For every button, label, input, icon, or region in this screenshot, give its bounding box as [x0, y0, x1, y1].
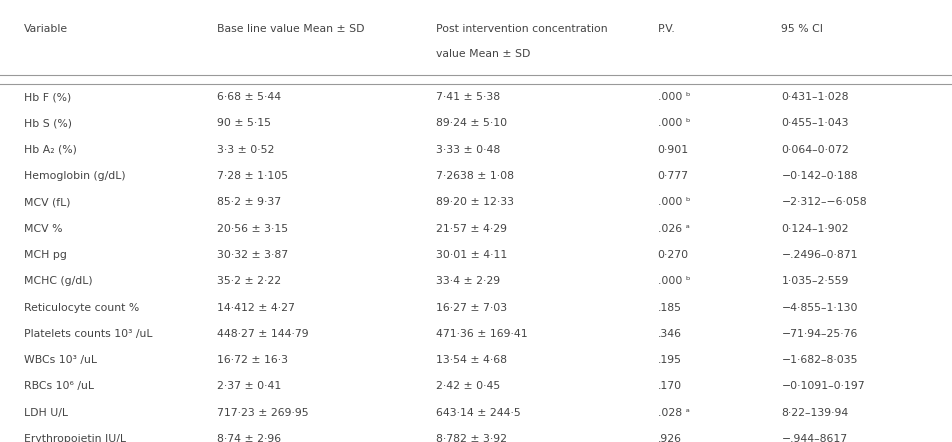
Text: .170: .170 [657, 381, 681, 392]
Text: 16·72 ± 16·3: 16·72 ± 16·3 [217, 355, 288, 365]
Text: −0·142–0·188: −0·142–0·188 [781, 171, 857, 181]
Text: 33·4 ± 2·29: 33·4 ± 2·29 [436, 276, 500, 286]
Text: Hb S (%): Hb S (%) [24, 118, 71, 129]
Text: −1·682–8·035: −1·682–8·035 [781, 355, 857, 365]
Text: Reticulocyte count %: Reticulocyte count % [24, 302, 139, 312]
Text: .000 ᵇ: .000 ᵇ [657, 276, 689, 286]
Text: WBCs 10³ /uL: WBCs 10³ /uL [24, 355, 97, 365]
Text: .028 ᵃ: .028 ᵃ [657, 408, 688, 418]
Text: 3·33 ± 0·48: 3·33 ± 0·48 [436, 145, 500, 155]
Text: 35·2 ± 2·22: 35·2 ± 2·22 [217, 276, 281, 286]
Text: 448·27 ± 144·79: 448·27 ± 144·79 [217, 329, 308, 339]
Text: 3·3 ± 0·52: 3·3 ± 0·52 [217, 145, 274, 155]
Text: 0·124–1·902: 0·124–1·902 [781, 224, 848, 234]
Text: −2·312–−6·058: −2·312–−6·058 [781, 197, 866, 207]
Text: 717·23 ± 269·95: 717·23 ± 269·95 [217, 408, 308, 418]
Text: Post intervention concentration: Post intervention concentration [436, 24, 607, 34]
Text: 0·270: 0·270 [657, 250, 688, 260]
Text: 8·782 ± 3·92: 8·782 ± 3·92 [436, 434, 507, 442]
Text: 89·24 ± 5·10: 89·24 ± 5·10 [436, 118, 507, 129]
Text: .346: .346 [657, 329, 681, 339]
Text: 8·74 ± 2·96: 8·74 ± 2·96 [217, 434, 281, 442]
Text: 89·20 ± 12·33: 89·20 ± 12·33 [436, 197, 514, 207]
Text: .000 ᵇ: .000 ᵇ [657, 118, 689, 129]
Text: Erythropoietin IU/L: Erythropoietin IU/L [24, 434, 126, 442]
Text: −71·94–25·76: −71·94–25·76 [781, 329, 857, 339]
Text: Hemoglobin (g/dL): Hemoglobin (g/dL) [24, 171, 126, 181]
Text: P.V.: P.V. [657, 24, 675, 34]
Text: 0·777: 0·777 [657, 171, 688, 181]
Text: value Mean ± SD: value Mean ± SD [436, 49, 530, 59]
Text: 21·57 ± 4·29: 21·57 ± 4·29 [436, 224, 507, 234]
Text: 8·22–139·94: 8·22–139·94 [781, 408, 848, 418]
Text: .026 ᵃ: .026 ᵃ [657, 224, 688, 234]
Text: 0·901: 0·901 [657, 145, 688, 155]
Text: Base line value Mean ± SD: Base line value Mean ± SD [217, 24, 365, 34]
Text: 90 ± 5·15: 90 ± 5·15 [217, 118, 271, 129]
Text: Hb A₂ (%): Hb A₂ (%) [24, 145, 76, 155]
Text: 14·412 ± 4·27: 14·412 ± 4·27 [217, 302, 295, 312]
Text: 0·431–1·028: 0·431–1·028 [781, 92, 848, 102]
Text: 7·28 ± 1·105: 7·28 ± 1·105 [217, 171, 288, 181]
Text: MCH pg: MCH pg [24, 250, 67, 260]
Text: −4·855–1·130: −4·855–1·130 [781, 302, 857, 312]
Text: .000 ᵇ: .000 ᵇ [657, 197, 689, 207]
Text: .195: .195 [657, 355, 681, 365]
Text: 7·2638 ± 1·08: 7·2638 ± 1·08 [436, 171, 514, 181]
Text: MCV %: MCV % [24, 224, 62, 234]
Text: 85·2 ± 9·37: 85·2 ± 9·37 [217, 197, 281, 207]
Text: 30·01 ± 4·11: 30·01 ± 4·11 [436, 250, 507, 260]
Text: 16·27 ± 7·03: 16·27 ± 7·03 [436, 302, 507, 312]
Text: 1·035–2·559: 1·035–2·559 [781, 276, 848, 286]
Text: 643·14 ± 244·5: 643·14 ± 244·5 [436, 408, 521, 418]
Text: MCHC (g/dL): MCHC (g/dL) [24, 276, 92, 286]
Text: .000 ᵇ: .000 ᵇ [657, 92, 689, 102]
Text: −.944–8617: −.944–8617 [781, 434, 846, 442]
Text: LDH U/L: LDH U/L [24, 408, 68, 418]
Text: 7·41 ± 5·38: 7·41 ± 5·38 [436, 92, 500, 102]
Text: 0·064–0·072: 0·064–0·072 [781, 145, 848, 155]
Text: 13·54 ± 4·68: 13·54 ± 4·68 [436, 355, 507, 365]
Text: .185: .185 [657, 302, 681, 312]
Text: MCV (fL): MCV (fL) [24, 197, 70, 207]
Text: −.2496–0·871: −.2496–0·871 [781, 250, 857, 260]
Text: 20·56 ± 3·15: 20·56 ± 3·15 [217, 224, 288, 234]
Text: 471·36 ± 169·41: 471·36 ± 169·41 [436, 329, 527, 339]
Text: 2·42 ± 0·45: 2·42 ± 0·45 [436, 381, 500, 392]
Text: .926: .926 [657, 434, 681, 442]
Text: −0·1091–0·197: −0·1091–0·197 [781, 381, 864, 392]
Text: 2·37 ± 0·41: 2·37 ± 0·41 [217, 381, 281, 392]
Text: Hb F (%): Hb F (%) [24, 92, 71, 102]
Text: Platelets counts 10³ /uL: Platelets counts 10³ /uL [24, 329, 152, 339]
Text: 6·68 ± 5·44: 6·68 ± 5·44 [217, 92, 281, 102]
Text: 95 % CI: 95 % CI [781, 24, 823, 34]
Text: 0·455–1·043: 0·455–1·043 [781, 118, 848, 129]
Text: Variable: Variable [24, 24, 68, 34]
Text: 30·32 ± 3·87: 30·32 ± 3·87 [217, 250, 288, 260]
Text: RBCs 10⁶ /uL: RBCs 10⁶ /uL [24, 381, 93, 392]
